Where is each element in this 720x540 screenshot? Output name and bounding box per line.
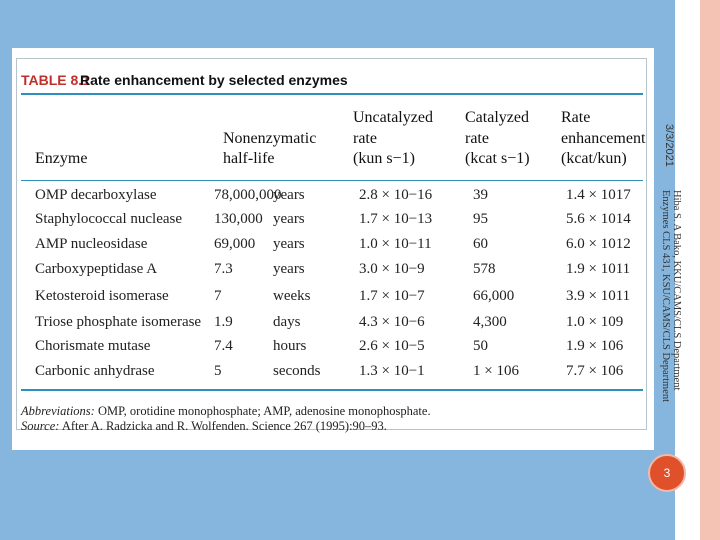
cell-uncatalyzed: 1.7 × 10−7	[359, 288, 425, 304]
header-enhancement-line2: enhancement	[561, 130, 646, 147]
cell-catalyzed: 60	[473, 236, 488, 252]
slide-footer: Hiba S. A Bako, KKU/CAMS/CLS Department …	[660, 190, 682, 402]
cell-enhancement: 3.9 × 1011	[566, 288, 631, 304]
header-half-life-line1: Nonenzymatic	[223, 130, 317, 147]
cell-uncatalyzed: 3.0 × 10−9	[359, 261, 425, 277]
cell-enhancement: 1.9 × 1011	[566, 261, 631, 277]
footnote-source-label: Source:	[21, 419, 60, 433]
cell-enzyme: Triose phosphate isomerase	[35, 314, 202, 330]
slide-side-strip	[700, 0, 720, 540]
footnote-abbreviations: Abbreviations: OMP, orotidine monophosph…	[21, 404, 431, 419]
cell-half-life-value: 78,000,000	[214, 187, 282, 203]
slide-footer-line2: Enzymes CLS 431, KSU/CAMS/CLS Department	[660, 190, 671, 403]
header-half-life-line2: half-life	[223, 150, 275, 167]
cell-uncatalyzed: 1.7 × 10−13	[359, 211, 433, 227]
cell-enzyme: Carbonic anhydrase	[35, 363, 155, 379]
header-uncatalyzed-line1: Uncatalyzed	[353, 109, 433, 126]
table-bottom-rule	[21, 389, 643, 391]
page-number-badge: 3	[648, 454, 686, 492]
header-catalyzed-line3: (kcat s−1)	[465, 150, 530, 167]
cell-half-life-value: 5	[214, 363, 222, 379]
cell-half-life-value: 69,000	[214, 236, 256, 252]
cell-enhancement: 1.0 × 109	[566, 314, 624, 330]
cell-enzyme: Ketosteroid isomerase	[35, 288, 169, 304]
cell-enhancement: 6.0 × 1012	[566, 236, 631, 252]
header-catalyzed-line2: rate	[465, 130, 489, 147]
cell-enhancement: 7.7 × 106	[566, 363, 624, 379]
slide-date: 3/3/2021	[663, 124, 675, 167]
slide-content-area	[12, 48, 654, 450]
cell-catalyzed: 50	[473, 338, 488, 354]
cell-enzyme: Carboxypeptidase A	[35, 261, 158, 277]
cell-half-life-unit: years	[273, 211, 305, 227]
cell-enzyme: OMP decarboxylase	[35, 187, 157, 203]
header-enhancement-line3: (kcat/kun)	[561, 150, 627, 167]
cell-half-life-unit: seconds	[273, 363, 321, 379]
table-top-rule	[21, 93, 643, 95]
table-image-frame	[16, 58, 647, 430]
cell-half-life-value: 130,000	[214, 211, 263, 227]
footnote-abbreviations-text: OMP, orotidine monophosphate; AMP, adeno…	[97, 404, 431, 418]
cell-enhancement: 5.6 × 1014	[566, 211, 631, 227]
footnote-source: Source: After A. Radzicka and R. Wolfend…	[21, 419, 387, 434]
cell-uncatalyzed: 2.6 × 10−5	[359, 338, 425, 354]
footnote-source-text: After A. Radzicka and R. Wolfenden. Scie…	[61, 419, 387, 433]
cell-catalyzed: 95	[473, 211, 488, 227]
cell-enhancement: 1.9 × 106	[566, 338, 624, 354]
cell-enzyme: AMP nucleosidase	[35, 236, 148, 252]
header-catalyzed-line1: Catalyzed	[465, 109, 529, 126]
slide-footer-line1: Hiba S. A Bako, KKU/CAMS/CLS Department	[671, 190, 682, 391]
cell-catalyzed: 578	[473, 261, 496, 277]
header-enhancement-line1: Rate	[561, 109, 591, 126]
cell-half-life-value: 7.3	[214, 261, 233, 277]
cell-uncatalyzed: 2.8 × 10−16	[359, 187, 433, 203]
table-header-rule	[21, 180, 643, 181]
cell-half-life-unit: years	[273, 236, 305, 252]
cell-enzyme: Staphylococcal nuclease	[35, 211, 183, 227]
cell-uncatalyzed: 4.3 × 10−6	[359, 314, 425, 330]
cell-half-life-value: 7.4	[214, 338, 233, 354]
table-label: TABLE 8.1	[21, 72, 90, 88]
cell-half-life-value: 1.9	[214, 314, 233, 330]
footnote-abbreviations-label: Abbreviations:	[21, 404, 95, 418]
cell-half-life-unit: years	[273, 187, 305, 203]
cell-catalyzed: 1 × 106	[473, 363, 519, 379]
cell-uncatalyzed: 1.0 × 10−11	[359, 236, 432, 252]
cell-uncatalyzed: 1.3 × 10−1	[359, 363, 425, 379]
cell-catalyzed: 4,300	[473, 314, 507, 330]
cell-half-life-value: 7	[214, 288, 222, 304]
cell-half-life-unit: hours	[273, 338, 307, 354]
cell-catalyzed: 66,000	[473, 288, 515, 304]
cell-enhancement: 1.4 × 1017	[566, 187, 631, 203]
cell-half-life-unit: weeks	[273, 288, 311, 304]
table-title: Rate enhancement by selected enzymes	[80, 72, 348, 88]
cell-half-life-unit: years	[273, 261, 305, 277]
header-uncatalyzed-line2: rate	[353, 130, 377, 147]
cell-enzyme: Chorismate mutase	[35, 338, 151, 354]
cell-half-life-unit: days	[273, 314, 301, 330]
cell-catalyzed: 39	[473, 187, 488, 203]
header-uncatalyzed-line3: (kun s−1)	[353, 150, 415, 167]
page-number: 3	[663, 466, 671, 480]
header-enzyme: Enzyme	[35, 150, 88, 167]
